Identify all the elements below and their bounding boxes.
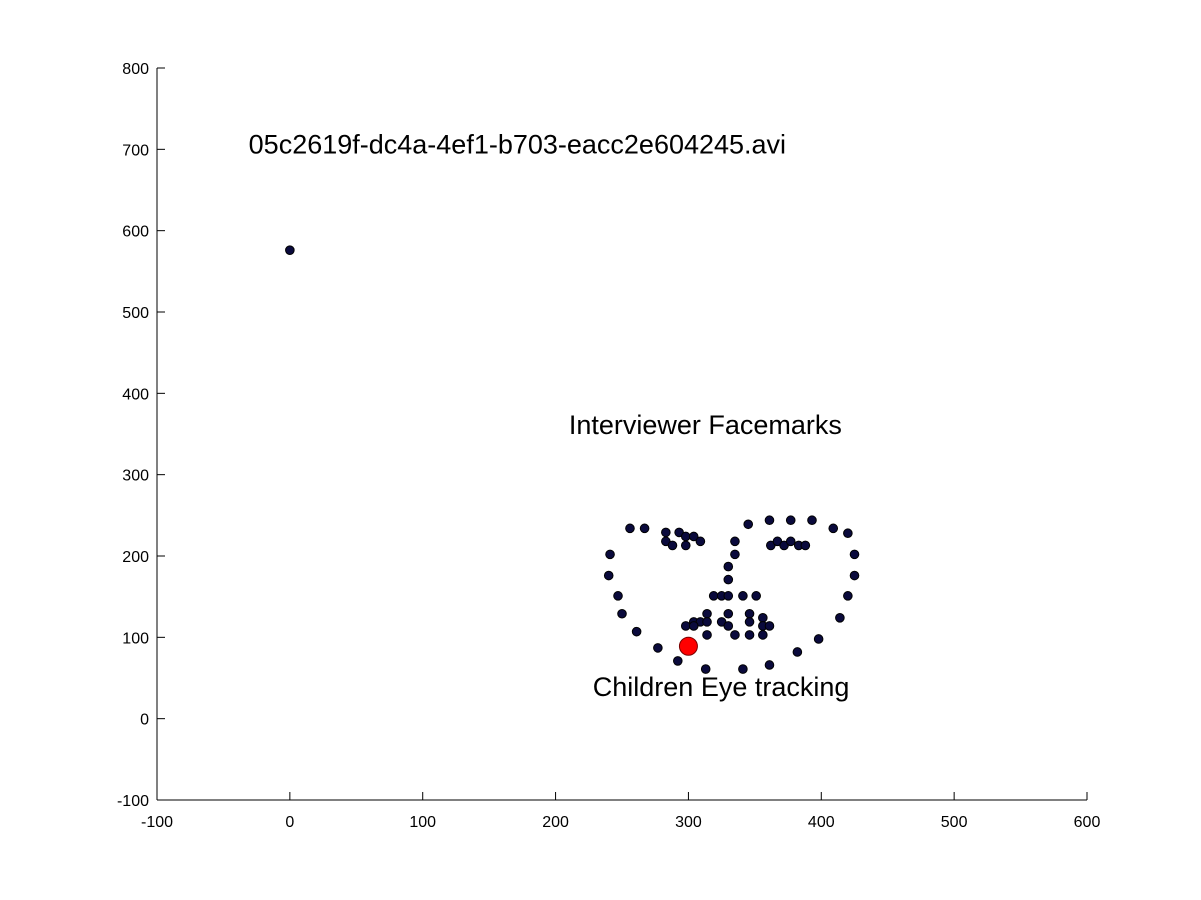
facemark-point	[792, 647, 803, 657]
y-tick-label: 300	[122, 468, 149, 485]
y-tick-label: 400	[122, 386, 149, 403]
facemark-point	[723, 561, 734, 572]
facemark-point	[603, 570, 614, 581]
facemark-point	[723, 574, 734, 585]
x-tick-label: 200	[542, 814, 569, 831]
facemark-point	[605, 549, 615, 560]
facemark-point	[702, 617, 712, 627]
facemark-point	[688, 531, 699, 542]
axes: -100 0 100 200 300 400 500 600 -100 0 100 200 300 400…	[117, 61, 1100, 831]
facemark-point	[700, 664, 711, 674]
facemark-point	[680, 621, 691, 631]
facemark-point	[751, 591, 761, 601]
x-tick-label: -100	[141, 814, 173, 831]
y-tick-label: 100	[122, 630, 149, 647]
facemark-point	[673, 656, 683, 666]
facemark-point	[744, 608, 755, 619]
facemark-point	[631, 626, 642, 637]
facemark-point	[813, 634, 824, 644]
facemark-point	[849, 570, 860, 581]
y-tick-label: 800	[122, 61, 149, 78]
children-eye-tracking-label: Children Eye tracking	[593, 672, 850, 702]
interviewer-facemarks-label: Interviewer Facemarks	[569, 410, 842, 440]
video-filename-label: 05c2619f-dc4a-4ef1-b703-eacc2e604245.avi	[249, 129, 786, 159]
facemark-point	[695, 536, 706, 547]
facemark-point	[730, 630, 740, 640]
facemark-point	[688, 621, 699, 631]
eye-tracking-point	[678, 636, 698, 656]
data-points	[285, 245, 860, 674]
x-tick-label: 500	[941, 814, 968, 831]
facemark-point	[613, 591, 623, 601]
x-tick-label: 0	[285, 814, 294, 831]
facemark-point	[835, 613, 845, 623]
y-tick-label: 700	[122, 142, 149, 159]
facemark-point	[849, 549, 860, 560]
facemark-point	[667, 540, 678, 551]
annotations: 05c2619f-dc4a-4ef1-b703-eacc2e604245.avi…	[249, 129, 850, 701]
facemark-point	[661, 527, 671, 538]
facemark-point	[730, 549, 740, 560]
facemark-point	[738, 591, 748, 601]
y-tick-label: 500	[122, 305, 149, 322]
facemark-point	[785, 515, 796, 526]
facemark-point	[744, 617, 755, 627]
facemark-point	[639, 523, 650, 534]
facemark-point	[758, 613, 768, 623]
facemark-point	[744, 630, 755, 640]
facemark-point	[758, 630, 768, 640]
facemark-point	[764, 621, 775, 631]
facemark-point	[828, 523, 839, 534]
x-tick-label: 400	[808, 814, 835, 831]
y-tick-label: 0	[140, 712, 149, 729]
x-tick-label: 100	[409, 814, 436, 831]
facemark-point	[680, 531, 691, 542]
facemark-point	[680, 540, 691, 551]
facemark-point	[738, 664, 748, 674]
facemark-point	[285, 245, 295, 255]
facemark-point	[730, 536, 740, 547]
facemark-point	[653, 643, 663, 653]
facemark-point	[702, 630, 712, 640]
facemark-point	[625, 523, 635, 534]
facemark-point	[764, 515, 775, 526]
x-tick-label: 600	[1074, 814, 1101, 831]
y-tick-label: -100	[117, 793, 149, 810]
facemark-point	[843, 591, 853, 601]
facemark-point	[843, 528, 853, 539]
facemark-point	[617, 608, 627, 619]
facemark-point	[807, 515, 817, 526]
facemark-point	[800, 540, 811, 551]
facemark-point	[785, 536, 796, 547]
facemark-point	[764, 660, 775, 670]
facemark-point	[723, 608, 734, 619]
x-tick-label: 300	[675, 814, 702, 831]
facemark-point	[723, 591, 734, 601]
facemark-point	[743, 519, 754, 530]
facemark-point	[723, 621, 734, 631]
y-tick-label: 200	[122, 549, 149, 566]
facemark-point	[702, 608, 712, 619]
facemark-point	[708, 591, 719, 601]
y-tick-label: 600	[122, 224, 149, 241]
